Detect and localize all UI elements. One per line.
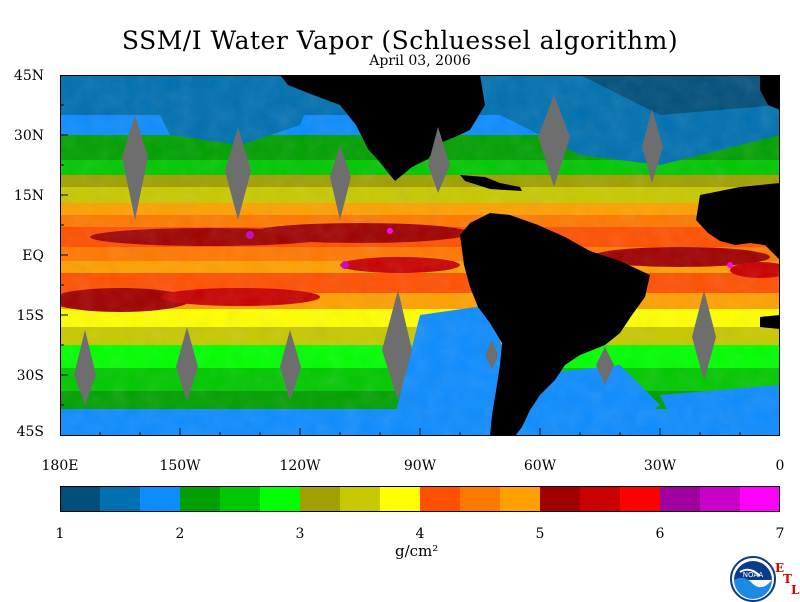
colorbar-swatch (260, 486, 301, 512)
colorbar-swatch (380, 486, 421, 512)
colorbar-unit: g/cm² (395, 542, 439, 560)
colorbar-swatch (180, 486, 221, 512)
colorbar-swatch (300, 486, 341, 512)
colorbar (60, 486, 780, 512)
colorbar-label-7: 7 (775, 526, 785, 542)
colorbar-label-4: 4 (415, 526, 425, 542)
lon-label-180e: 180E (41, 458, 79, 474)
etl-letter-e: E (775, 561, 784, 575)
lat-label-45n: 45N (13, 68, 44, 84)
lat-label-15s: 15S (16, 308, 44, 324)
colorbar-swatch (420, 486, 461, 512)
etl-letter-l: L (791, 583, 800, 597)
europe (760, 75, 780, 110)
colorbar-label-1: 1 (55, 526, 65, 542)
colorbar-swatch (660, 486, 701, 512)
caribbean-islands (460, 175, 522, 191)
etl-logo: E T L (775, 561, 800, 597)
lat-label-30s: 30S (16, 368, 44, 384)
lon-label-90w: 90W (403, 458, 437, 474)
noaa-logo-text: NOAA (743, 571, 764, 579)
colorbar-swatch (580, 486, 621, 512)
colorbar-swatch (740, 486, 780, 512)
colorbar-label-3: 3 (295, 526, 305, 542)
colorbar-swatch (700, 486, 741, 512)
colorbar-label-6: 6 (655, 526, 665, 542)
colorbar-swatch (540, 486, 581, 512)
colorbar-frame (60, 486, 780, 512)
water-vapor-map (60, 75, 780, 436)
africa (696, 183, 780, 260)
colorbar-swatch (220, 486, 261, 512)
lat-label-eq: EQ (22, 248, 44, 264)
africa-south (760, 315, 780, 329)
land-masses (280, 75, 780, 436)
colorbar-swatch (100, 486, 141, 512)
map-title: SSM/I Water Vapor (Schluessel algorithm) (121, 26, 679, 55)
colorbar-swatch (460, 486, 501, 512)
lon-label-0: 0 (775, 458, 785, 474)
lon-label-120w: 120W (279, 458, 321, 474)
colorbar-label-5: 5 (535, 526, 545, 542)
lat-label-15n: 15N (13, 188, 44, 204)
noaa-logo: NOAA (730, 556, 776, 602)
north-america (280, 75, 485, 181)
colorbar-swatch (340, 486, 381, 512)
lat-label-45s: 45S (16, 424, 44, 440)
map-date: April 03, 2006 (369, 53, 471, 69)
map-ticks (60, 75, 741, 436)
colorbar-label-2: 2 (175, 526, 185, 542)
lat-label-30n: 30N (13, 128, 44, 144)
colorbar-swatch (500, 486, 541, 512)
south-america (460, 213, 650, 436)
lon-label-30w: 30W (643, 458, 677, 474)
lon-label-60w: 60W (523, 458, 557, 474)
lon-label-150w: 150W (159, 458, 201, 474)
colorbar-swatch (140, 486, 181, 512)
colorbar-swatch (60, 486, 101, 512)
colorbar-swatch (620, 486, 661, 512)
coverage-gaps (74, 95, 716, 405)
etl-letter-t: T (783, 572, 792, 586)
